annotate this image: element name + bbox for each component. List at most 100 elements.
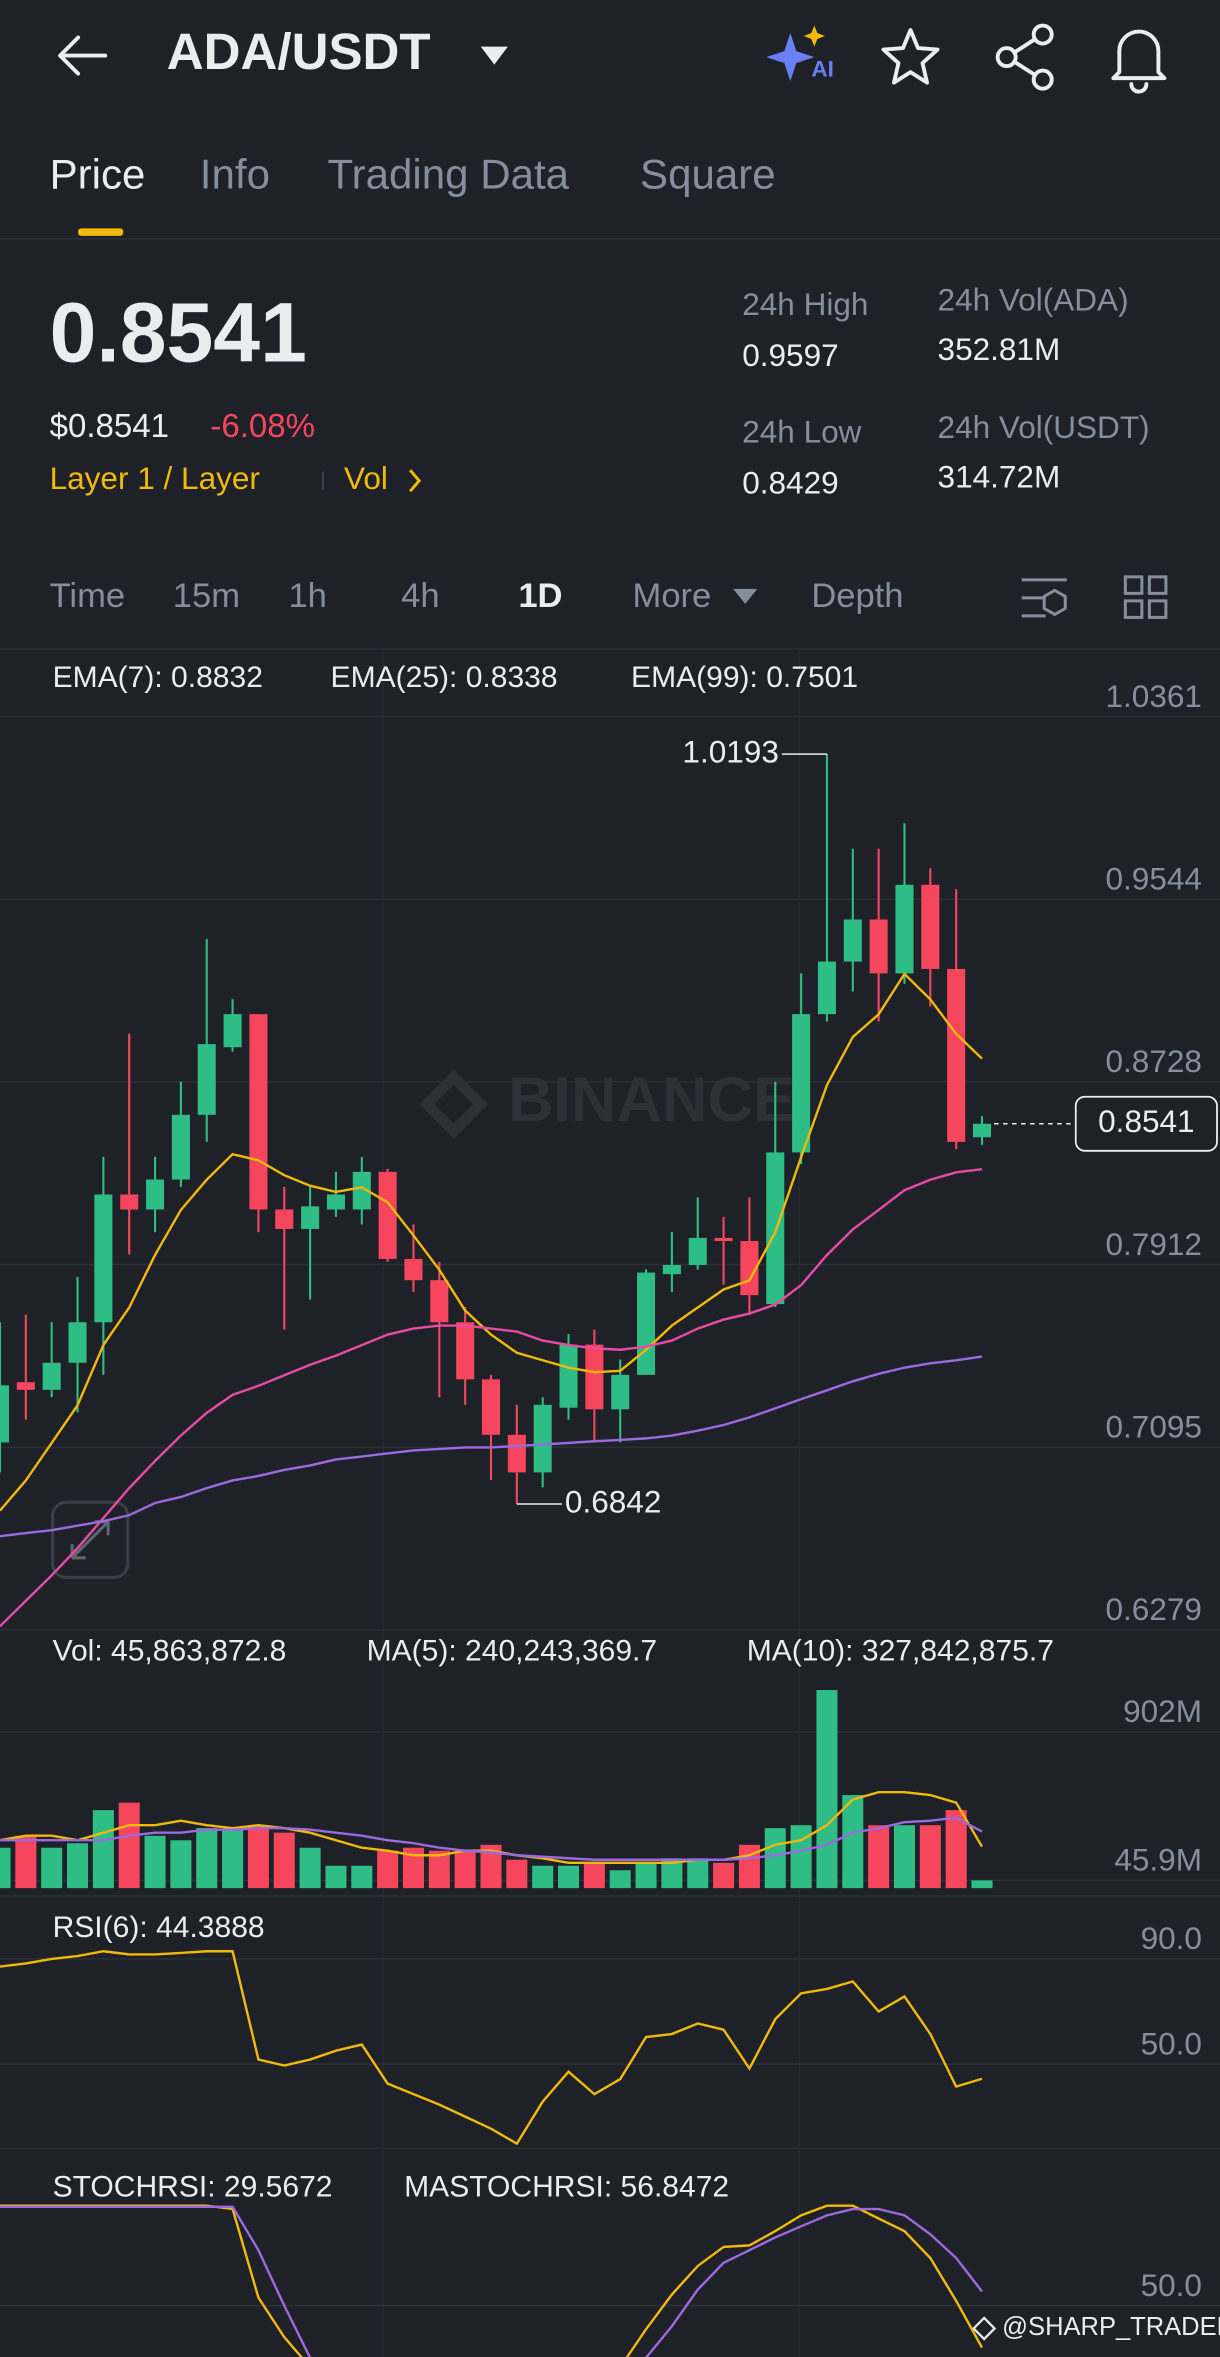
volume-bar <box>170 1840 192 1889</box>
candle-body <box>559 1344 578 1408</box>
low-label: 0.6842 <box>565 1483 661 1519</box>
interval[interactable]: 1h <box>288 577 326 615</box>
interval[interactable]: 4h <box>401 577 439 615</box>
candle-body <box>352 1171 371 1210</box>
candle-body <box>637 1272 656 1375</box>
volume-bar <box>144 1835 166 1889</box>
stat-value: 314.72M <box>938 459 1061 495</box>
tags[interactable]: Layer 1 / Layer <box>50 460 260 496</box>
candle-body <box>68 1322 87 1363</box>
vol-link[interactable]: Vol <box>344 460 388 496</box>
candle-body <box>301 1206 320 1229</box>
indicator-line <box>0 2205 983 2357</box>
zoom-button[interactable] <box>51 1500 130 1579</box>
interval[interactable]: 15m <box>173 577 240 615</box>
y-tick-label: 1.0361 <box>1106 678 1202 714</box>
indicator-line <box>0 1816 983 1861</box>
y-tick-label: 0.7095 <box>1106 1409 1202 1445</box>
volume-bar <box>222 1829 244 1889</box>
tab[interactable]: Square <box>640 150 776 197</box>
interval[interactable]: Depth <box>811 577 903 615</box>
volume-bar <box>428 1850 450 1889</box>
volume-bar <box>118 1802 140 1889</box>
candle-body <box>714 1237 733 1242</box>
more-dropdown <box>733 588 758 604</box>
indicator-line <box>0 1355 983 1538</box>
indicator-settings[interactable] <box>1021 578 1067 618</box>
volume-label: Vol: 45,863,872.8 <box>53 1634 287 1667</box>
stat-value: 0.9597 <box>742 337 838 373</box>
plot-area <box>0 754 992 1628</box>
favorite-button[interactable] <box>881 28 940 85</box>
interval[interactable]: 1D <box>518 577 562 615</box>
legend-entry: RSI(6): 44.3888 <box>53 1911 265 1944</box>
interval[interactable]: More <box>633 577 712 615</box>
legend-entry: STOCHRSI: 29.5672 <box>53 2171 333 2204</box>
y-tick-label: 0.7912 <box>1106 1226 1202 1262</box>
ai-badge[interactable]: AI <box>811 57 834 82</box>
candle-body <box>326 1194 345 1210</box>
volume-bar <box>351 1865 373 1889</box>
indicator-line <box>0 971 983 1512</box>
legend-entry: EMA(99): 0.7501 <box>631 661 858 694</box>
candle-body <box>895 884 914 974</box>
stat-value: 352.81M <box>938 331 1061 367</box>
tab[interactable]: Trading Data <box>328 150 570 197</box>
watermark-text: BINANCE <box>508 1065 795 1135</box>
candle-body <box>507 1434 526 1473</box>
plot-area <box>0 2204 984 2357</box>
indicator-line <box>0 1167 983 1628</box>
volume-bar <box>454 1850 476 1889</box>
last-price: 0.8541 <box>50 286 307 380</box>
tab[interactable]: Info <box>200 150 270 197</box>
candle-body <box>792 1014 811 1153</box>
back-button[interactable] <box>58 35 108 76</box>
candle-body <box>843 919 862 962</box>
stat-label: 24h Vol(ADA) <box>938 281 1129 317</box>
volume-bar <box>558 1865 580 1889</box>
candle-body <box>404 1258 423 1281</box>
volume-bar <box>480 1844 502 1889</box>
tab[interactable]: Price <box>50 150 146 197</box>
stat-label: 24h High <box>742 286 868 322</box>
interval[interactable]: Time <box>50 577 126 615</box>
plot-area <box>0 1950 983 2146</box>
share-button[interactable] <box>995 23 1054 91</box>
candle-body <box>456 1322 475 1380</box>
volume-bar <box>945 1810 967 1889</box>
price-tag <box>1074 1095 1218 1152</box>
candle-body <box>223 1014 242 1048</box>
layout-button[interactable] <box>1123 575 1168 619</box>
alert-button[interactable] <box>1111 29 1167 94</box>
y-tick-label: 0.6279 <box>1106 1591 1202 1627</box>
credit-logo <box>972 2316 997 2341</box>
volume-bar <box>196 1828 218 1889</box>
candle-body <box>481 1379 501 1435</box>
volume-bar <box>506 1859 528 1889</box>
y-tick-label: 50.0 <box>1141 2267 1202 2303</box>
ai-icon[interactable] <box>766 33 815 82</box>
pair-dropdown[interactable] <box>480 46 508 65</box>
volume-bar <box>299 1847 321 1889</box>
candle-body <box>869 919 888 974</box>
y-tick-label: 902M <box>1123 1693 1202 1729</box>
stat-value: 0.8429 <box>742 465 838 501</box>
ai-spark <box>803 25 825 47</box>
candle-body <box>0 1385 10 1443</box>
volume-bar <box>713 1862 735 1889</box>
candle-body <box>171 1114 190 1180</box>
volume-bar <box>92 1810 114 1889</box>
candle-body <box>817 961 836 1015</box>
volume-bar <box>609 1870 631 1889</box>
candle-body <box>42 1362 61 1390</box>
volume-bar <box>661 1858 683 1889</box>
y-tick-label: 90.0 <box>1141 1920 1202 1956</box>
candle-body <box>688 1237 707 1265</box>
credit: @SHARP_TRADER <box>1002 2313 1220 2341</box>
volume-bar <box>635 1862 657 1889</box>
candle-body <box>120 1194 139 1210</box>
y-tick-label: 0.9544 <box>1106 861 1202 897</box>
pair-title[interactable]: ADA/USDT <box>167 23 431 80</box>
